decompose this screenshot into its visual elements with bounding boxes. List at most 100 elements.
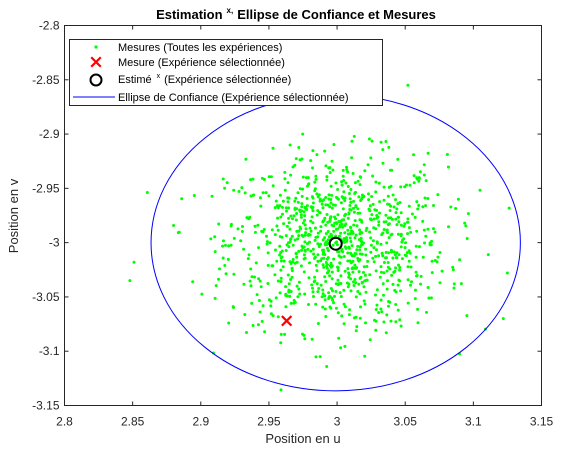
data-point: [419, 282, 423, 286]
data-point: [336, 311, 340, 315]
data-point: [399, 289, 403, 293]
data-point: [319, 229, 323, 233]
data-point: [342, 302, 346, 306]
data-point: [326, 256, 330, 260]
data-point: [267, 194, 271, 198]
data-point: [366, 163, 370, 167]
data-point: [289, 301, 293, 305]
data-point: [391, 282, 395, 286]
data-point: [447, 225, 450, 229]
data-point: [322, 198, 326, 202]
data-point: [289, 290, 293, 293]
data-point: [325, 246, 329, 250]
data-point: [270, 228, 274, 232]
data-point: [303, 337, 307, 341]
data-point: [271, 264, 275, 268]
data-point: [249, 267, 253, 271]
data-point: [406, 217, 410, 221]
data-point: [336, 278, 340, 282]
data-point: [336, 188, 340, 191]
data-point: [404, 254, 408, 258]
chart-title-before: Estimation: [156, 7, 223, 22]
data-point: [241, 225, 244, 228]
data-point: [354, 190, 357, 194]
data-point: [414, 244, 418, 248]
data-point: [289, 214, 293, 218]
data-point: [377, 181, 381, 185]
data-point: [422, 173, 426, 177]
data-point: [311, 286, 314, 290]
data-point: [390, 217, 394, 221]
data-point: [243, 191, 247, 195]
data-point: [287, 241, 290, 245]
data-point: [418, 170, 422, 174]
data-point: [342, 179, 346, 182]
data-point: [382, 198, 386, 202]
data-point: [229, 243, 233, 247]
data-point: [328, 216, 332, 220]
data-point: [279, 251, 283, 254]
data-point: [291, 258, 295, 261]
selected-measurement-marker: [281, 315, 293, 327]
data-point: [388, 209, 392, 212]
data-point: [388, 267, 392, 271]
data-point: [303, 292, 307, 296]
data-point: [258, 196, 262, 200]
data-point: [389, 319, 393, 323]
x-tick-label: 2.8: [56, 415, 73, 429]
data-point: [275, 224, 279, 228]
data-point: [310, 337, 314, 341]
data-point: [274, 296, 278, 300]
data-point: [370, 195, 374, 198]
data-point: [352, 199, 356, 203]
data-point: [334, 181, 338, 185]
data-point: [330, 270, 334, 274]
data-point: [381, 254, 385, 258]
data-point: [290, 269, 294, 273]
data-point: [357, 259, 361, 263]
data-point: [306, 184, 309, 188]
x-tick-label: 2.85: [121, 415, 145, 429]
data-point: [210, 194, 214, 198]
data-point: [299, 264, 303, 268]
data-point: [327, 297, 331, 300]
data-point: [132, 260, 136, 264]
data-point: [316, 231, 320, 235]
data-point: [250, 301, 254, 305]
data-point: [344, 181, 348, 185]
data-point: [232, 236, 236, 240]
data-point: [276, 315, 280, 319]
legend-estime-before: Estimé: [118, 74, 152, 86]
data-point: [358, 292, 362, 296]
data-point: [348, 208, 352, 211]
data-point: [394, 198, 397, 202]
data-point: [311, 149, 315, 153]
data-point: [351, 172, 355, 175]
data-point: [323, 149, 327, 153]
data-point: [332, 257, 336, 261]
data-point: [350, 244, 354, 248]
data-point: [313, 279, 317, 283]
data-point: [398, 201, 402, 204]
data-point: [362, 299, 366, 303]
data-point: [341, 225, 344, 229]
data-point: [369, 217, 372, 221]
data-point: [286, 181, 290, 185]
data-point: [354, 281, 358, 285]
data-point: [379, 242, 383, 246]
data-point: [221, 244, 224, 248]
data-point: [209, 237, 213, 241]
data-point: [394, 320, 398, 324]
data-point: [449, 205, 453, 209]
data-point: [382, 261, 386, 264]
data-point: [285, 209, 288, 213]
data-point: [332, 143, 336, 146]
data-point: [338, 234, 341, 238]
data-point: [358, 211, 362, 215]
data-point: [387, 251, 391, 255]
data-point: [286, 273, 290, 277]
x-tick-label: 2.95: [257, 415, 281, 429]
data-point: [379, 140, 383, 144]
data-point: [322, 265, 326, 269]
data-point: [352, 284, 356, 287]
